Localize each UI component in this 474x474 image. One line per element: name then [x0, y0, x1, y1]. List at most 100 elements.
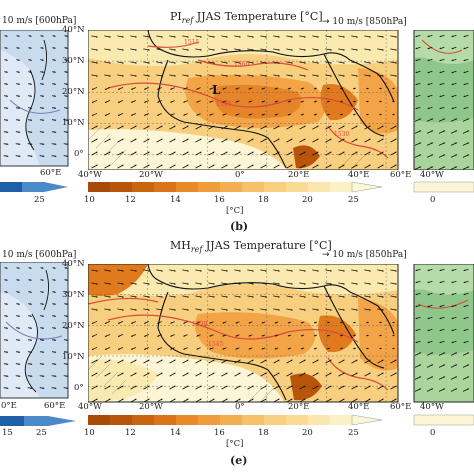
wind-vector-head: [264, 61, 267, 64]
panel-b-lon-40e: 40°E: [348, 170, 370, 180]
wind-vector-head: [381, 74, 384, 77]
wind-vector-head: [225, 308, 228, 311]
wind-vector-head: [368, 269, 371, 272]
wind-vector-head: [225, 385, 228, 388]
wind-vector-head: [18, 315, 20, 317]
colorbar-swatch: [220, 182, 242, 192]
wind-vector-head: [108, 308, 111, 311]
wind-vector-head: [41, 47, 44, 49]
wind-vector-head: [368, 151, 371, 154]
wind-vector-head: [327, 113, 329, 116]
wind-vector-head: [66, 143, 69, 145]
wind-vector-head: [427, 107, 430, 110]
wind-vector-head: [30, 95, 32, 97]
wind-vector-head: [419, 130, 421, 133]
wind-vector-head: [225, 138, 228, 141]
wind-vector-head: [118, 101, 120, 103]
wind-vector-head: [54, 351, 57, 353]
wind-vector-head: [131, 348, 133, 350]
right-top-cbar-label: 0: [430, 195, 436, 205]
wind-vector-head: [427, 35, 430, 38]
wind-vector-head: [264, 138, 267, 141]
wind-vector-head: [451, 95, 454, 98]
wind-vector-head: [419, 352, 421, 355]
wind-vector-head: [66, 107, 68, 109]
wind-vector-head: [131, 335, 133, 337]
wind-vector-head: [439, 71, 442, 74]
wind-vector-head: [212, 359, 215, 362]
colorbar-swatch: [176, 182, 198, 192]
wind-vector-head: [30, 351, 33, 353]
wind-vector-head: [439, 293, 442, 296]
wind-vector-head: [251, 61, 254, 64]
wind-vector-head: [439, 281, 442, 284]
wind-vector-head: [463, 95, 466, 98]
panel-e-lat-30: 30°N: [62, 290, 85, 300]
colorbar-swatch: [330, 415, 352, 425]
wind-vector-head: [66, 375, 69, 377]
wind-vector-head: [222, 87, 225, 90]
wind-vector-head: [225, 61, 228, 64]
wind-vector-head: [199, 48, 202, 51]
wind-vector-head: [290, 35, 293, 38]
wind-vector-head: [238, 398, 241, 401]
wind-vector-head: [303, 151, 306, 154]
wind-vector-head: [439, 341, 442, 344]
wind-vector-head: [173, 48, 176, 51]
wind-vector-head: [290, 308, 293, 311]
wind-vector-head: [329, 164, 332, 167]
wind-vector-head: [455, 166, 457, 169]
panel-e-lon-40e: 40°E: [348, 402, 370, 412]
left-map-top-wind-vectors: [3, 35, 69, 157]
wind-vector-head: [427, 317, 430, 320]
wind-vector-head: [303, 308, 306, 311]
wind-vector-head: [251, 48, 254, 51]
wind-vector-head: [355, 269, 358, 272]
wind-vector-head: [18, 71, 20, 73]
wind-vector-head: [419, 142, 421, 145]
wind-vector-head: [381, 48, 384, 51]
wind-vector-head: [173, 295, 176, 298]
wind-vector-head: [415, 317, 418, 320]
wind-vector-head: [366, 334, 368, 337]
wind-vector-head: [366, 113, 368, 116]
wind-vector-head: [104, 322, 107, 324]
wind-vector-head: [342, 308, 345, 311]
wind-vector-head: [18, 131, 21, 133]
wind-vector-head: [212, 35, 215, 38]
wind-vector-head: [18, 351, 21, 353]
panel-b-cbar-unit: [°C]: [226, 206, 244, 216]
wind-vector-head: [121, 398, 124, 401]
colorbar-swatch: [198, 415, 220, 425]
wind-vector-head: [394, 48, 397, 51]
wind-vector-head: [235, 347, 238, 350]
wind-vector-head: [209, 347, 212, 350]
wind-vector-head: [427, 305, 430, 308]
wind-vector-head: [222, 113, 225, 116]
wind-vector-head: [381, 269, 384, 272]
wind-vector-head: [415, 281, 418, 284]
wind-vector-head: [368, 138, 371, 141]
wind-vector-head: [290, 372, 293, 375]
wind-vector-head: [427, 293, 430, 296]
wind-vector-head: [314, 334, 316, 337]
wind-vector-head: [173, 308, 176, 311]
wind-vector-head: [170, 88, 173, 90]
wind-vector-head: [381, 138, 384, 141]
wind-vector-head: [54, 327, 56, 329]
wind-vector-head: [238, 164, 241, 167]
wind-vector-head: [199, 385, 202, 388]
wind-vector-head: [463, 71, 466, 74]
wind-vector-head: [327, 321, 329, 324]
wind-vector-head: [18, 339, 20, 341]
wind-vector-head: [196, 321, 199, 324]
wind-vector-head: [329, 372, 332, 375]
wind-vector-head: [303, 372, 306, 375]
wind-vector-head: [415, 269, 418, 272]
right-bottom-colorbar: [413, 414, 474, 426]
wind-vector-head: [355, 74, 358, 77]
wind-vector-head: [144, 101, 146, 103]
wind-vector-head: [134, 74, 137, 77]
wind-vector-head: [144, 88, 146, 90]
wind-vector-head: [381, 125, 384, 128]
